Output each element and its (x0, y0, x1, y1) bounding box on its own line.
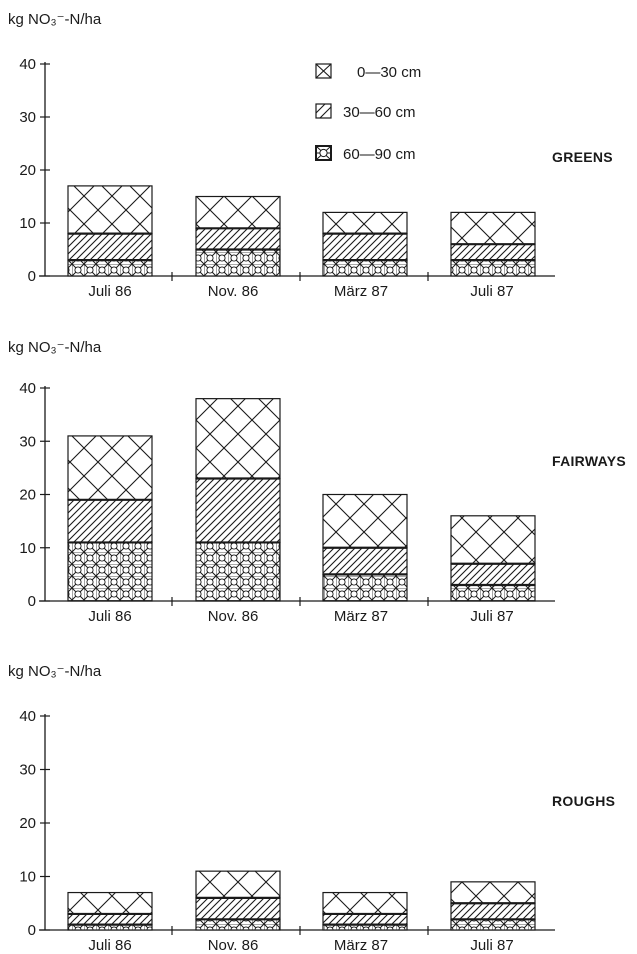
y-tick-label: 10 (19, 215, 36, 232)
bar-segment-30-60-3 (450, 563, 536, 586)
bar-segment-0-30-0 (67, 185, 153, 235)
legend-swatch-circle (319, 148, 328, 158)
bar-segment-0-30-3 (450, 881, 536, 904)
x-category-label: Nov. 86 (208, 608, 259, 625)
y-axis-label: kg NO₃⁻-N/ha (8, 339, 102, 356)
legend-label: 0—30 cm (357, 64, 421, 81)
y-tick-label: 40 (19, 56, 36, 73)
bar-segment-30-60-1 (195, 897, 281, 920)
y-tick-label: 40 (19, 380, 36, 397)
x-category-label: März 87 (334, 937, 388, 954)
bar-segment-0-30-0 (67, 891, 153, 915)
x-category-label: Juli 87 (470, 283, 513, 300)
panel-title: GREENS (552, 149, 613, 165)
x-category-label: Nov. 86 (208, 937, 259, 954)
bar-segment-30-60-3 (450, 902, 536, 920)
legend-item-layer_0_30: 0—30 cm (315, 63, 421, 81)
bar-segment-60-90-3 (450, 259, 536, 277)
bar-segment-0-30-0 (67, 435, 153, 501)
y-tick-label: 20 (19, 162, 36, 179)
y-tick-label: 30 (19, 433, 36, 450)
panel-title: FAIRWAYS (552, 453, 626, 469)
chart-panel-fairways: kg NO₃⁻-N/ha 0 10 20 30 40 Juli 86 Nov. 86 März … (8, 339, 626, 625)
bar-segment-30-60-0 (67, 913, 153, 926)
bar-segment-60-90-3 (450, 584, 536, 602)
bar-segment-60-90-2 (322, 259, 408, 277)
bar-segment-0-30-3 (450, 515, 536, 565)
y-tick-label: 10 (19, 869, 36, 886)
bar-segment-60-90-1 (195, 918, 281, 931)
chart-panel-greens: kg NO₃⁻-N/ha 0 10 20 30 40 Juli 86 Nov. 86 März … (8, 11, 613, 300)
bar-segment-30-60-1 (195, 477, 281, 544)
x-category-label: Juli 86 (88, 608, 131, 625)
bar-segment-30-60-2 (322, 547, 408, 575)
y-tick-label: 0 (28, 268, 36, 285)
x-category-label: Juli 87 (470, 608, 513, 625)
legend-label: 60—90 cm (343, 146, 416, 163)
y-tick-label: 20 (19, 487, 36, 504)
x-category-label: März 87 (334, 283, 388, 300)
bar-segment-60-90-3 (450, 918, 536, 931)
bar-segment-60-90-2 (322, 573, 408, 602)
bar-segment-30-60-3 (450, 243, 536, 261)
legend-swatch-hatch (315, 103, 332, 119)
bar-segment-30-60-0 (67, 499, 153, 544)
y-tick-label: 0 (28, 922, 36, 939)
x-category-label: Juli 87 (470, 937, 513, 954)
bar-segment-60-90-1 (195, 248, 281, 277)
legend-label: 30—60 cm (343, 104, 416, 121)
legend-item-layer_60_90: 60—90 cm (315, 145, 416, 163)
legend: 0—30 cm 30—60 cm 60—90 cm (315, 63, 421, 163)
bar-segment-0-30-1 (195, 195, 281, 229)
y-tick-label: 10 (19, 540, 36, 557)
bar-segment-60-90-0 (67, 259, 153, 277)
bar-segment-0-30-2 (322, 891, 408, 915)
bar-segment-0-30-1 (195, 870, 281, 899)
bar-segment-30-60-2 (322, 913, 408, 926)
legend-swatch (315, 103, 332, 119)
y-tick-label: 20 (19, 815, 36, 832)
x-category-label: März 87 (334, 608, 388, 625)
chart-panel-roughs: kg NO₃⁻-N/ha 0 10 20 30 40 Juli 86 Nov. 86 März … (8, 663, 615, 954)
legend-item-layer_30_60: 30—60 cm (315, 103, 416, 121)
bar-segment-0-30-2 (322, 493, 408, 549)
bar-segment-0-30-1 (195, 398, 281, 480)
x-category-label: Juli 86 (88, 937, 131, 954)
bar-segment-0-30-2 (322, 211, 408, 235)
bar-segment-30-60-1 (195, 227, 281, 251)
bar-segment-60-90-1 (195, 541, 281, 602)
y-tick-label: 30 (19, 109, 36, 126)
y-tick-label: 40 (19, 708, 36, 725)
bar-segment-30-60-2 (322, 233, 408, 261)
legend-swatch-hatch (315, 63, 332, 79)
x-category-label: Juli 86 (88, 283, 131, 300)
y-tick-label: 30 (19, 762, 36, 779)
bar-segment-30-60-0 (67, 233, 153, 261)
x-category-label: Nov. 86 (208, 283, 259, 300)
y-tick-label: 0 (28, 593, 36, 610)
panel-title: ROUGHS (552, 793, 615, 809)
y-axis-label: kg NO₃⁻-N/ha (8, 663, 102, 680)
y-axis-label: kg NO₃⁻-N/ha (8, 11, 102, 28)
bar-segment-60-90-0 (67, 541, 153, 602)
bar-segment-0-30-3 (450, 211, 536, 245)
